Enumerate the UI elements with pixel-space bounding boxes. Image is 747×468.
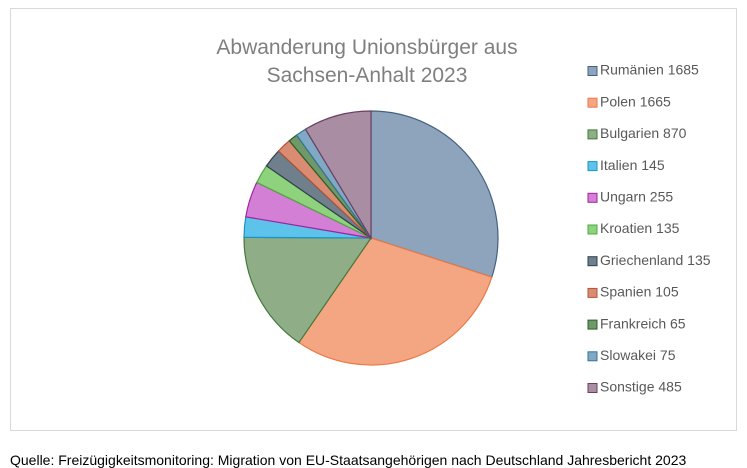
legend-swatch (587, 66, 598, 76)
legend-label: Slowakei 75 (600, 347, 676, 363)
pie-slice (298, 237, 493, 366)
legend-label: Kroatien 135 (600, 220, 680, 236)
chart: Rumänien 1685 Polen 1665 Bulgarien 870 Ital… (243, 62, 711, 395)
pie-slice (243, 236, 373, 344)
legend-label: Polen 1665 (600, 93, 671, 109)
legend-label: Griechenland 135 (600, 252, 711, 268)
pie-slice (370, 110, 499, 278)
legend-swatch (587, 192, 598, 203)
legend-swatch (587, 287, 598, 298)
legend-label: Italien 145 (600, 157, 665, 173)
legend-label: Rumänien 1685 (600, 62, 699, 78)
legend-label: Ungarn 255 (600, 189, 673, 205)
legend-swatch (587, 256, 598, 267)
legend-label: Bulgarien 870 (600, 125, 687, 141)
legend-swatch (587, 383, 598, 393)
legend-label: Spanien 105 (600, 284, 679, 300)
legend-swatch (587, 351, 598, 362)
legend-label: Frankreich 65 (600, 315, 686, 331)
chart-title: Abwanderung Unionsbürger aus Sachsen-Anh… (216, 36, 518, 87)
legend-swatch (587, 161, 598, 172)
chart-frame (10, 8, 737, 431)
legend-swatch (587, 97, 598, 108)
legend-swatch (587, 224, 598, 235)
legend-label: Sonstige 485 (600, 379, 682, 395)
legend-swatch (587, 319, 598, 330)
source-caption: Quelle: Freizügigkeitsmonitoring: Migrat… (10, 452, 687, 468)
legend-swatch (587, 129, 598, 140)
pie-slice (304, 110, 372, 241)
